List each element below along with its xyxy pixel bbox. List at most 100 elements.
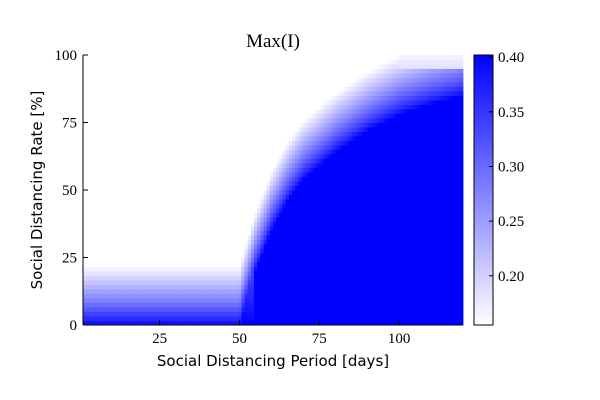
heatmap-cell	[273, 248, 277, 254]
heatmap-cell	[174, 235, 179, 240]
heatmap-cell	[140, 244, 144, 249]
heatmap-cell	[83, 194, 87, 200]
heatmap-cell	[339, 280, 344, 285]
heatmap-cell	[140, 217, 144, 222]
heatmap-cell	[250, 149, 255, 155]
heatmap-cell	[292, 208, 296, 213]
heatmap-cell	[364, 244, 369, 249]
heatmap-cell	[181, 226, 185, 231]
heatmap-cell	[349, 257, 353, 263]
heatmap-cell	[140, 208, 144, 213]
heatmap-cell	[200, 293, 204, 299]
heatmap-cell	[364, 316, 369, 321]
heatmap-cell	[314, 199, 318, 204]
heatmap-cell	[200, 226, 204, 231]
heatmap-cell	[257, 212, 261, 218]
heatmap-cell	[361, 284, 366, 290]
heatmap-cell	[171, 298, 176, 303]
heatmap-cell	[298, 298, 302, 303]
heatmap-cell	[387, 140, 391, 146]
heatmap-cell	[219, 235, 223, 240]
heatmap-cell	[200, 302, 204, 308]
heatmap-cell	[273, 136, 277, 141]
heatmap-cell	[434, 203, 439, 209]
heatmap-cell	[121, 158, 125, 164]
heatmap-cell	[184, 316, 188, 321]
heatmap-cell	[231, 266, 236, 272]
heatmap-cell	[444, 311, 448, 317]
heatmap-cell	[333, 212, 337, 218]
heatmap-cell	[364, 302, 369, 308]
heatmap-cell	[114, 176, 119, 182]
heatmap-cell	[263, 212, 268, 218]
heatmap-cell	[447, 293, 451, 299]
heatmap-cell	[162, 149, 166, 155]
heatmap-cell	[181, 212, 185, 218]
heatmap-cell	[383, 154, 388, 159]
heatmap-cell	[383, 226, 388, 231]
heatmap-cell	[136, 221, 141, 227]
heatmap-cell	[349, 262, 353, 267]
heatmap-cell	[162, 172, 166, 177]
heatmap-cell	[440, 289, 445, 294]
heatmap-cell	[276, 302, 280, 308]
heatmap-cell	[209, 217, 214, 222]
heatmap-cell	[345, 280, 350, 285]
heatmap-cell	[184, 163, 188, 168]
heatmap-cell	[152, 262, 157, 267]
heatmap-cell	[86, 212, 90, 218]
heatmap-cell	[127, 262, 131, 267]
heatmap-cell	[102, 316, 106, 321]
heatmap-cell	[162, 226, 166, 231]
heatmap-cell	[285, 293, 290, 299]
heatmap-cell	[98, 149, 103, 155]
heatmap-cell	[121, 289, 125, 294]
heatmap-cell	[98, 316, 103, 321]
heatmap-cell	[143, 172, 147, 177]
heatmap-cell	[121, 253, 125, 258]
heatmap-cell	[206, 212, 211, 218]
heatmap-cell	[425, 262, 429, 267]
heatmap-cell	[358, 248, 363, 254]
heatmap-cell	[292, 199, 296, 204]
heatmap-cell	[263, 244, 268, 249]
heatmap-cell	[434, 158, 439, 164]
heatmap-cell	[437, 145, 442, 150]
heatmap-cell	[114, 307, 119, 312]
heatmap-cell	[130, 140, 135, 146]
heatmap-cell	[162, 235, 166, 240]
heatmap-cell	[282, 158, 287, 164]
heatmap-cell	[102, 239, 106, 245]
heatmap-cell	[269, 257, 274, 263]
heatmap-cell	[352, 199, 356, 204]
heatmap-cell	[216, 217, 220, 222]
heatmap-cell	[352, 154, 356, 159]
heatmap-cell	[111, 320, 116, 326]
heatmap-cell	[425, 203, 429, 209]
heatmap-cell	[396, 154, 401, 159]
heatmap-cell	[377, 176, 382, 182]
heatmap-cell	[412, 253, 416, 258]
heatmap-cell	[136, 311, 141, 317]
heatmap-cell	[269, 235, 274, 240]
heatmap-cell	[450, 266, 454, 272]
heatmap-cell	[371, 248, 375, 254]
heatmap-cell	[130, 208, 135, 213]
heatmap-cell	[159, 145, 163, 150]
heatmap-cell	[187, 149, 192, 155]
heatmap-cell	[269, 316, 274, 321]
heatmap-cell	[241, 185, 245, 191]
heatmap-cell	[89, 307, 93, 312]
heatmap-cell	[89, 185, 93, 191]
heatmap-cell	[206, 248, 211, 254]
heatmap-cell	[241, 176, 245, 182]
heatmap-cell	[121, 208, 125, 213]
heatmap-cell	[124, 244, 128, 249]
heatmap-cell	[98, 172, 103, 177]
heatmap-cell	[244, 280, 249, 285]
heatmap-cell	[108, 181, 112, 186]
heatmap-cell	[257, 262, 261, 267]
heatmap-cell	[339, 235, 344, 240]
heatmap-cell	[257, 266, 261, 272]
heatmap-cell	[399, 235, 404, 240]
